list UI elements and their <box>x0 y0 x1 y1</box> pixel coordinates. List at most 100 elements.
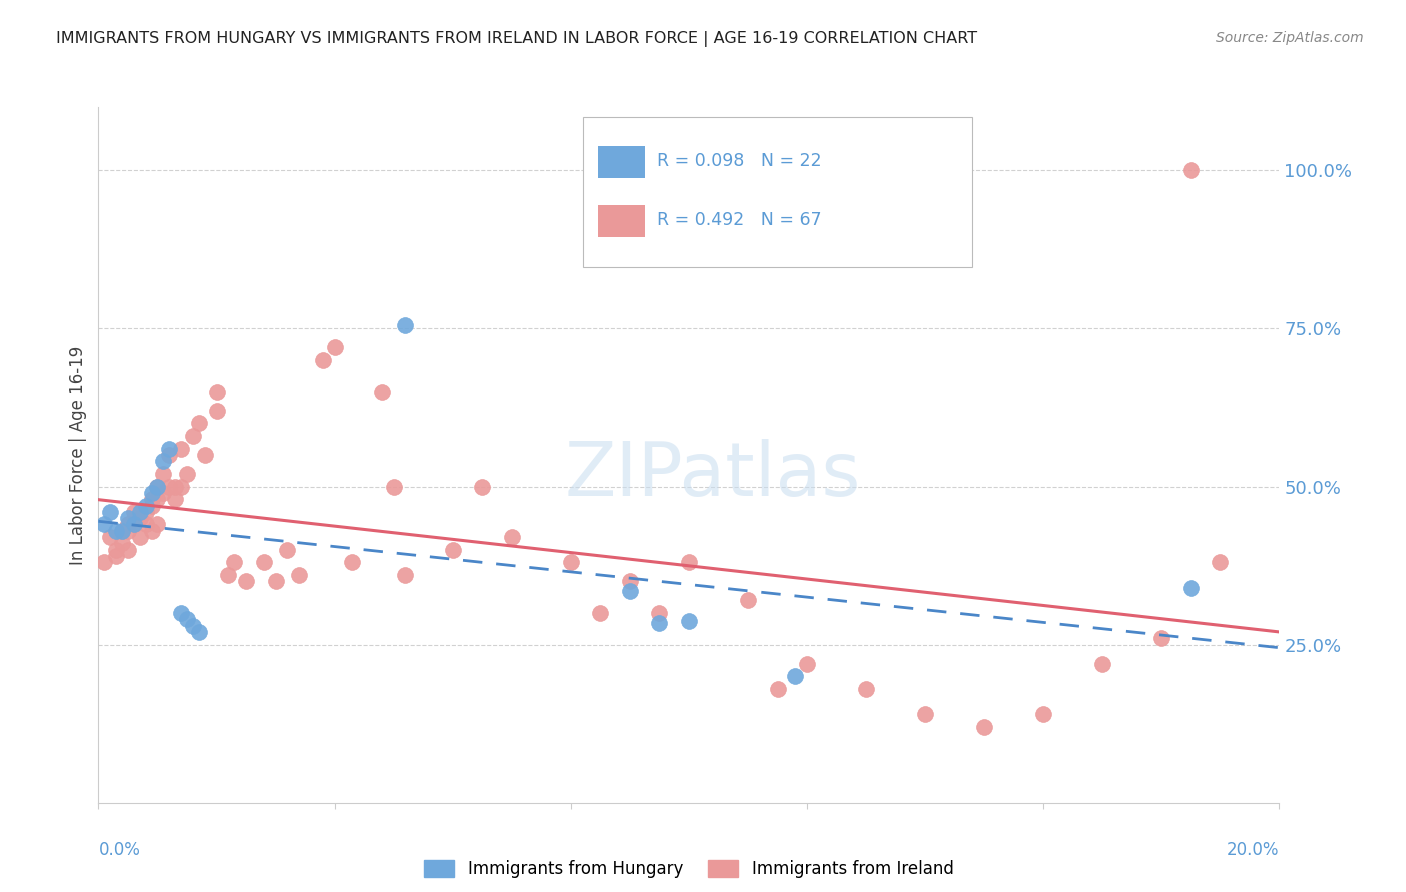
Point <box>157 448 180 462</box>
Point <box>264 574 287 589</box>
Point <box>170 442 193 456</box>
Point <box>855 681 877 696</box>
Point <box>288 568 311 582</box>
Point <box>619 583 641 598</box>
Point <box>170 479 193 493</box>
Point <box>141 499 163 513</box>
Point <box>973 720 995 734</box>
Point <box>766 681 789 696</box>
Point <box>1032 707 1054 722</box>
Point <box>141 492 163 507</box>
Point <box>678 614 700 628</box>
Point <box>176 612 198 626</box>
Point <box>785 669 807 683</box>
Point <box>560 556 582 570</box>
Point <box>1180 581 1202 595</box>
Point <box>1209 556 1232 570</box>
Point <box>152 486 174 500</box>
Point <box>678 556 700 570</box>
Point <box>117 524 139 538</box>
Point <box>157 479 180 493</box>
FancyBboxPatch shape <box>582 118 973 267</box>
Point <box>152 454 174 468</box>
Point <box>181 429 204 443</box>
Point <box>98 530 121 544</box>
Point <box>146 479 169 493</box>
Point <box>737 593 759 607</box>
Point <box>441 542 464 557</box>
FancyBboxPatch shape <box>598 205 645 237</box>
Point <box>141 486 163 500</box>
Point <box>146 479 169 493</box>
Point <box>117 517 139 532</box>
Point <box>187 625 209 640</box>
FancyBboxPatch shape <box>598 146 645 178</box>
Point <box>146 492 169 507</box>
Point <box>181 618 204 632</box>
Point <box>1150 632 1173 646</box>
Point <box>1180 163 1202 178</box>
Point <box>152 467 174 481</box>
Point <box>194 448 217 462</box>
Point <box>312 353 335 368</box>
Point <box>648 606 671 620</box>
Point <box>187 417 209 431</box>
Point <box>589 606 612 620</box>
Point <box>276 542 298 557</box>
Point <box>117 542 139 557</box>
Text: Source: ZipAtlas.com: Source: ZipAtlas.com <box>1216 31 1364 45</box>
Point <box>117 511 139 525</box>
Point <box>205 403 228 417</box>
Text: IMMIGRANTS FROM HUNGARY VS IMMIGRANTS FROM IRELAND IN LABOR FORCE | AGE 16-19 CO: IMMIGRANTS FROM HUNGARY VS IMMIGRANTS FR… <box>56 31 977 47</box>
Point <box>128 505 150 519</box>
Legend: Immigrants from Hungary, Immigrants from Ireland: Immigrants from Hungary, Immigrants from… <box>418 854 960 885</box>
Text: R = 0.492   N = 67: R = 0.492 N = 67 <box>657 211 821 229</box>
Point <box>93 556 115 570</box>
Point <box>128 530 150 544</box>
Text: 0.0%: 0.0% <box>98 841 141 859</box>
Point <box>111 524 134 538</box>
Point <box>98 505 121 519</box>
Text: ZIPatlas: ZIPatlas <box>564 439 860 512</box>
Point <box>128 511 150 525</box>
Point <box>323 340 346 354</box>
Point <box>205 384 228 399</box>
Point <box>394 318 416 333</box>
Point <box>371 384 394 399</box>
Point <box>217 568 239 582</box>
Point <box>648 615 671 630</box>
Y-axis label: In Labor Force | Age 16-19: In Labor Force | Age 16-19 <box>69 345 87 565</box>
Point <box>253 556 276 570</box>
Point <box>93 517 115 532</box>
Point <box>146 517 169 532</box>
Point <box>122 517 145 532</box>
Point <box>224 556 246 570</box>
Point <box>111 536 134 550</box>
Point <box>796 657 818 671</box>
Point <box>141 524 163 538</box>
Point <box>619 574 641 589</box>
Point <box>501 530 523 544</box>
Point <box>1091 657 1114 671</box>
Point <box>394 568 416 582</box>
Point <box>176 467 198 481</box>
Text: 20.0%: 20.0% <box>1227 841 1279 859</box>
Point <box>157 442 180 456</box>
Point <box>471 479 494 493</box>
Point <box>122 517 145 532</box>
Point <box>122 505 145 519</box>
Point <box>165 479 187 493</box>
Point <box>111 524 134 538</box>
Point <box>170 606 193 620</box>
Point <box>914 707 936 722</box>
Point <box>135 517 157 532</box>
Text: R = 0.098   N = 22: R = 0.098 N = 22 <box>657 153 821 170</box>
Point <box>235 574 257 589</box>
Point <box>135 499 157 513</box>
Point <box>135 505 157 519</box>
Point <box>342 556 364 570</box>
Point <box>105 524 128 538</box>
Point <box>382 479 405 493</box>
Point <box>165 492 187 507</box>
Point <box>105 549 128 563</box>
